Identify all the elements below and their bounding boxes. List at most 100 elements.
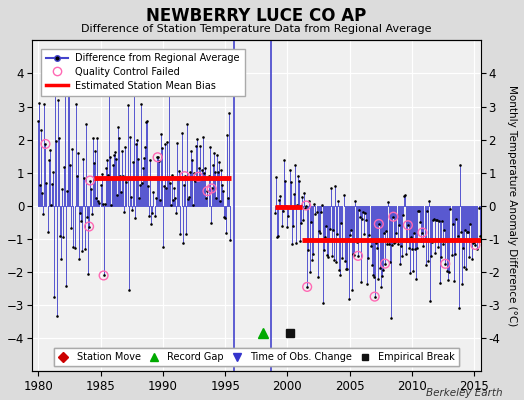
Point [419,243,428,249]
Point [381,260,389,267]
Point [421,262,430,268]
Point [125,134,134,140]
Point [345,232,354,238]
Point [387,315,396,321]
Point [86,177,94,184]
Point [443,268,452,274]
Point [205,144,214,150]
Point [90,160,99,167]
Point [161,140,169,147]
Point [462,266,470,273]
Point [185,169,194,175]
Point [354,253,362,259]
Point [181,231,190,238]
Point [160,183,168,189]
Point [39,211,48,217]
Point [332,258,341,265]
Point [307,219,315,226]
Point [428,239,436,245]
Point [78,248,86,254]
Point [391,238,400,245]
Point [288,223,297,230]
Point [377,284,385,290]
Point [369,274,378,280]
Point [444,277,453,283]
Point [72,173,81,179]
Point [82,120,90,127]
Point [123,102,132,108]
Point [425,298,434,304]
Point [36,182,45,188]
Point [452,216,460,222]
Point [275,196,283,203]
Point [122,178,130,185]
Point [89,135,97,141]
Point [221,214,230,221]
Point [99,200,107,207]
Point [57,256,65,262]
Point [453,236,461,242]
Point [291,240,300,246]
Point [432,217,440,224]
Point [455,305,463,312]
Point [202,195,211,202]
Point [378,273,386,279]
Point [143,118,151,124]
Point [50,294,58,300]
Point [152,154,161,161]
Point [276,192,285,199]
Point [469,240,477,246]
Point [370,294,379,300]
Point [214,168,222,175]
Point [323,252,331,258]
Point [343,266,351,272]
Point [366,242,375,249]
Point [335,267,344,274]
Point [286,179,294,185]
Point [107,202,115,208]
Point [215,159,223,165]
Point [340,192,348,199]
Point [118,148,126,154]
Point [204,173,213,180]
Point [41,141,50,147]
Point [433,216,441,223]
Point [287,241,296,248]
Point [409,268,417,274]
Point [169,196,178,203]
Point [475,232,484,239]
Point [319,300,327,306]
Point [320,246,328,253]
Point [115,134,123,141]
Point [108,174,116,181]
Point [324,254,332,260]
Point [420,235,429,242]
Point [293,173,302,180]
Point [302,202,310,209]
Point [209,162,217,168]
Point [84,271,92,277]
Point [315,230,324,236]
Point [189,202,197,208]
Point [330,257,339,264]
Point [127,207,136,213]
Point [424,198,433,204]
Point [96,182,105,188]
Point [326,226,334,232]
Point [95,200,104,207]
Point [219,188,227,194]
Point [447,252,456,258]
Point [135,195,143,201]
Point [208,185,216,192]
Point [351,198,359,204]
Point [174,174,182,181]
Point [374,276,382,282]
Point [47,202,55,208]
Point [37,126,46,133]
Point [414,208,422,214]
Point [199,133,208,140]
Point [101,201,109,207]
Point [224,195,233,202]
Point [172,209,180,216]
Point [117,188,125,195]
